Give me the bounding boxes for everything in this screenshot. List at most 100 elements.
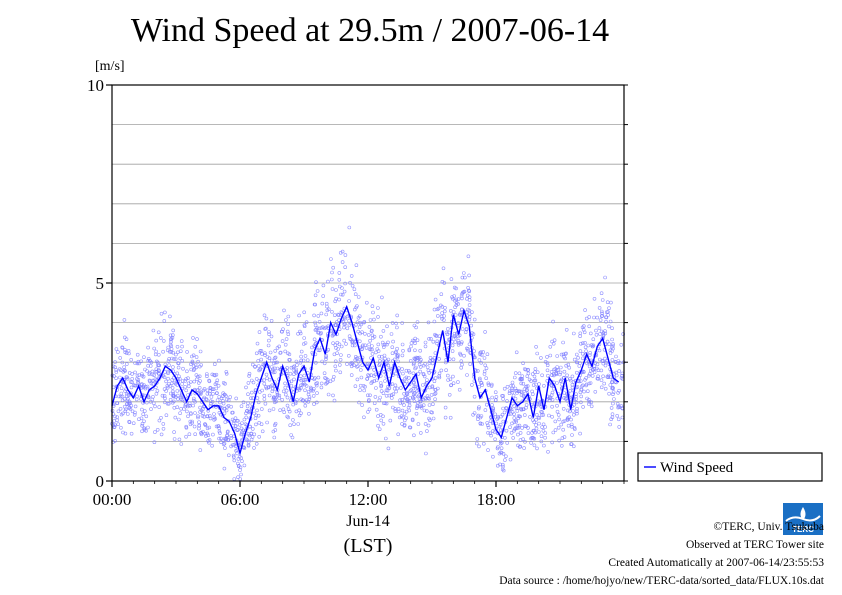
scatter-point	[168, 342, 173, 347]
scatter-point	[390, 321, 395, 325]
scatter-point	[171, 328, 175, 333]
scatter-point	[545, 361, 550, 365]
scatter-point	[135, 394, 139, 399]
scatter-point	[431, 416, 436, 421]
scatter-point	[481, 441, 486, 446]
scatter-point	[154, 369, 158, 374]
scatter-point	[334, 296, 338, 301]
scatter-point	[187, 401, 192, 406]
scatter-point	[168, 333, 173, 338]
scatter-point	[143, 386, 148, 391]
scatter-point	[587, 364, 592, 369]
scatter-point	[610, 415, 615, 420]
scatter-point	[288, 371, 293, 376]
scatter-point	[152, 401, 156, 406]
scatter-point	[529, 441, 533, 445]
scatter-point	[386, 384, 390, 389]
scatter-point	[196, 374, 200, 379]
scatter-point	[510, 380, 515, 385]
scatter-point	[319, 331, 324, 335]
scatter-point	[404, 368, 409, 373]
scatter-point	[611, 346, 615, 351]
scatter-point	[534, 426, 539, 431]
scatter-point	[584, 349, 588, 354]
scatter-point	[425, 394, 430, 398]
scatter-point	[381, 329, 386, 333]
scatter-point	[571, 412, 576, 417]
scatter-point	[118, 394, 123, 399]
scatter-point	[176, 365, 181, 370]
scatter-point	[152, 440, 157, 445]
scatter-point	[316, 330, 321, 335]
scatter-point	[195, 337, 199, 341]
scatter-point	[364, 300, 369, 305]
scatter-point	[212, 417, 216, 422]
scatter-point	[354, 263, 359, 268]
scatter-point	[302, 310, 307, 315]
scatter-point	[481, 350, 486, 354]
scatter-point	[482, 372, 487, 376]
scatter-point	[547, 413, 551, 418]
scatter-point	[253, 364, 257, 369]
scatter-point	[545, 368, 550, 373]
scatter-point	[412, 390, 416, 395]
scatter-point	[127, 420, 132, 425]
scatter-point	[430, 357, 435, 362]
scatter-point	[308, 385, 313, 390]
scatter-point	[465, 296, 469, 301]
scatter-point	[352, 343, 357, 348]
scatter-point	[316, 375, 321, 380]
scatter-point	[181, 379, 185, 383]
scatter-point	[546, 373, 550, 378]
scatter-point	[565, 416, 570, 421]
scatter-point	[208, 414, 212, 418]
scatter-point	[389, 396, 394, 400]
scatter-point	[143, 409, 147, 413]
scatter-point	[451, 381, 456, 386]
scatter-point	[296, 386, 301, 391]
scatter-point	[450, 349, 455, 353]
scatter-point	[395, 355, 400, 360]
scatter-point	[242, 446, 247, 450]
scatter-point	[225, 433, 229, 438]
scatter-point	[450, 343, 455, 348]
scatter-point	[169, 347, 174, 351]
scatter-point	[581, 370, 586, 374]
scatter-point	[371, 310, 375, 315]
scatter-point	[336, 313, 341, 318]
scatter-point	[192, 379, 196, 384]
scatter-point	[390, 351, 395, 356]
scatter-point	[118, 375, 122, 380]
scatter-point	[415, 320, 420, 324]
scatter-point	[370, 344, 374, 348]
scatter-point	[445, 327, 450, 331]
scatter-point	[509, 430, 514, 435]
scatter-point	[334, 368, 338, 373]
scatter-point	[284, 318, 288, 322]
scatter-point	[201, 388, 206, 393]
scatter-point	[171, 389, 175, 394]
scatter-point	[447, 392, 452, 397]
scatter-point	[372, 379, 377, 383]
scatter-point	[574, 370, 579, 375]
scatter-point	[358, 331, 362, 336]
scatter-point	[415, 404, 420, 409]
scatter-point	[465, 293, 470, 298]
scatter-point	[343, 321, 348, 326]
scatter-point	[411, 381, 416, 385]
scatter-point	[409, 344, 413, 349]
scatter-point	[215, 378, 220, 383]
scatter-point	[218, 400, 222, 405]
scatter-point	[503, 458, 507, 462]
scatter-point	[551, 430, 556, 435]
scatter-point	[515, 426, 519, 431]
scatter-point	[534, 382, 538, 387]
scatter-point	[152, 346, 156, 351]
scatter-point	[598, 318, 603, 322]
scatter-point	[262, 313, 267, 318]
scatter-point	[169, 391, 173, 396]
scatter-point	[179, 339, 184, 343]
scatter-point	[498, 422, 503, 427]
scatter-point	[208, 399, 213, 404]
scatter-point	[172, 357, 176, 361]
